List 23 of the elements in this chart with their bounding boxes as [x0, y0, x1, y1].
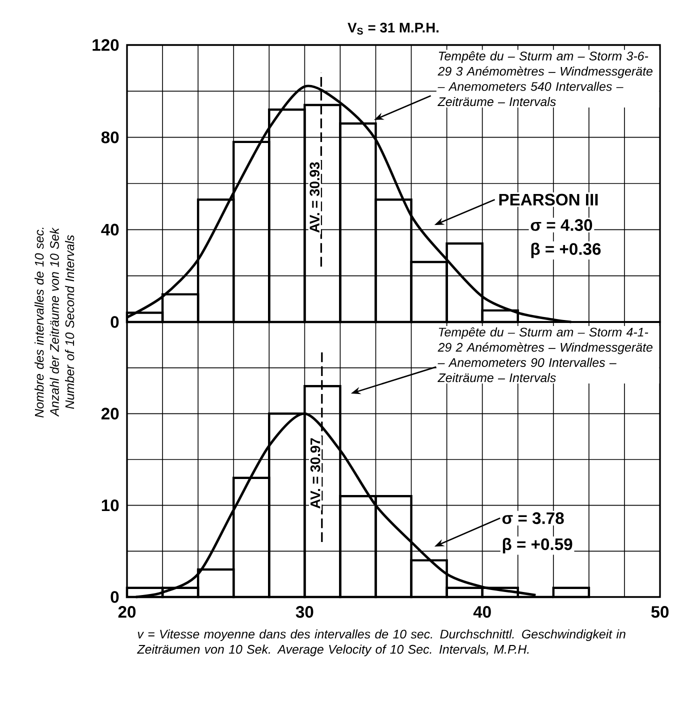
annotation: σ = 4.30	[530, 219, 592, 231]
y-axis-title: Nombre des intervalles de 10 sec. Anzahl der Zeiträume von 10 Sek Number of 10 Second Intervals	[34, 227, 74, 418]
annotation: Tempête du – Sturm am – Storm 4-1-29 2 Anémomètres – Windmessgeräte – Anemometers 90 Intervalles – Zeiträume – Intervals	[438, 327, 652, 382]
x-tick-label: 40	[473, 606, 491, 618]
y-tick-label: 120	[92, 39, 119, 51]
annotation: Tempête du – Sturm am – Storm 3-6-29 3 Anémomètres – Windmessgeräte – Anemometers 540 Intervalles – Zeiträume – Intervals	[438, 51, 652, 106]
ref-line-label: AV. = 30.97	[310, 438, 320, 508]
annotation: σ = 3.78	[502, 512, 564, 524]
x-tick-label: 20	[118, 606, 136, 618]
y-tick-label: 20	[101, 408, 119, 420]
y-tick-label: 0	[110, 316, 119, 328]
y-tick-label: 80	[101, 131, 119, 144]
x-axis-title: v = Vitesse moyenne dans des intervalles de 10 sec. Durchschnittl. Geschwindigkeit in Zeiträumen von 10 Sek. Average Velocity of 10 Sec. Intervals, M.P.H.	[136, 629, 626, 656]
ref-line-label: AV. = 30.93	[310, 162, 320, 233]
y-tick-label: 40	[101, 224, 119, 236]
x-tick-label: 30	[296, 606, 314, 618]
chart-title: V$_{S}$ = 31 M.P.H.	[348, 22, 438, 35]
annotation: β = +0.59	[502, 538, 572, 554]
x-tick-label: 50	[651, 606, 669, 618]
y-tick-label: 0	[110, 591, 119, 603]
y-tick-label: 10	[102, 499, 119, 512]
annotation: PEARSON III	[499, 194, 598, 206]
annotation: β = +0.36	[531, 242, 601, 258]
